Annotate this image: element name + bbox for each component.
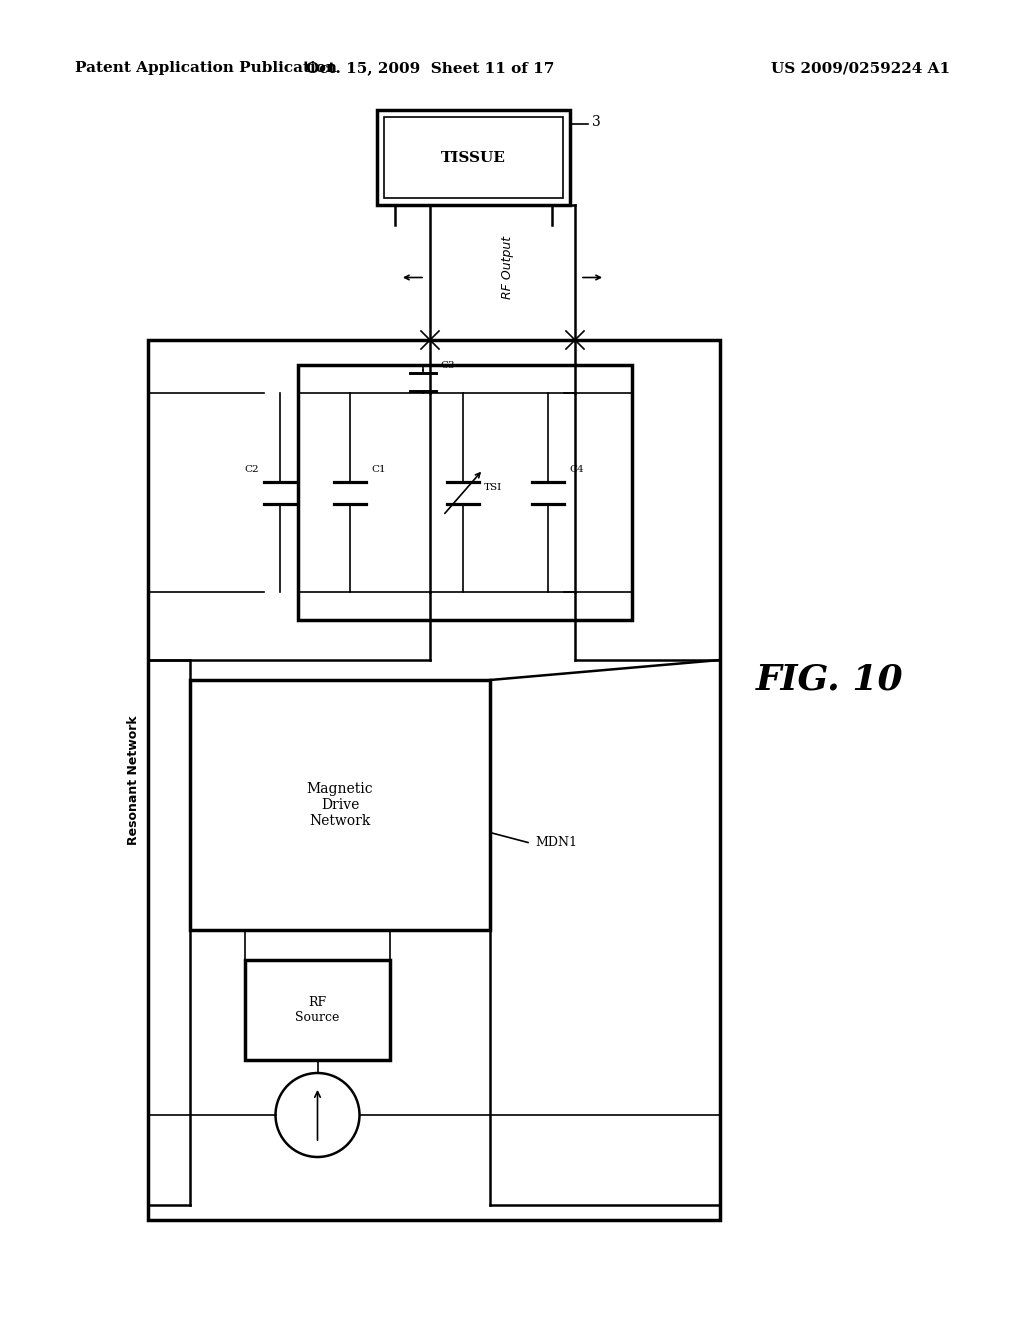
Text: C3: C3 [440,360,455,370]
Text: Oct. 15, 2009  Sheet 11 of 17: Oct. 15, 2009 Sheet 11 of 17 [306,61,554,75]
Text: FIG. 10: FIG. 10 [756,663,904,697]
Text: TISSUE: TISSUE [441,150,506,165]
Text: MDN1: MDN1 [535,836,577,849]
Text: RF Output: RF Output [501,236,514,300]
Text: Patent Application Publication: Patent Application Publication [75,61,337,75]
Bar [148,341,720,1220]
Text: TSI: TSI [484,483,502,492]
Text: Magnetic
Drive
Network: Magnetic Drive Network [306,781,374,828]
Text: C1: C1 [371,466,386,474]
Bar [384,117,563,198]
Text: 3: 3 [592,115,601,129]
Text: C4: C4 [569,466,584,474]
Text: US 2009/0259224 A1: US 2009/0259224 A1 [771,61,950,75]
Bar [245,960,390,1060]
Bar [190,680,490,931]
Text: C2: C2 [245,466,259,474]
Text: RF
Source: RF Source [295,997,340,1024]
Bar [377,110,570,205]
Text: Resonant Network: Resonant Network [127,715,140,845]
Bar [298,366,632,620]
